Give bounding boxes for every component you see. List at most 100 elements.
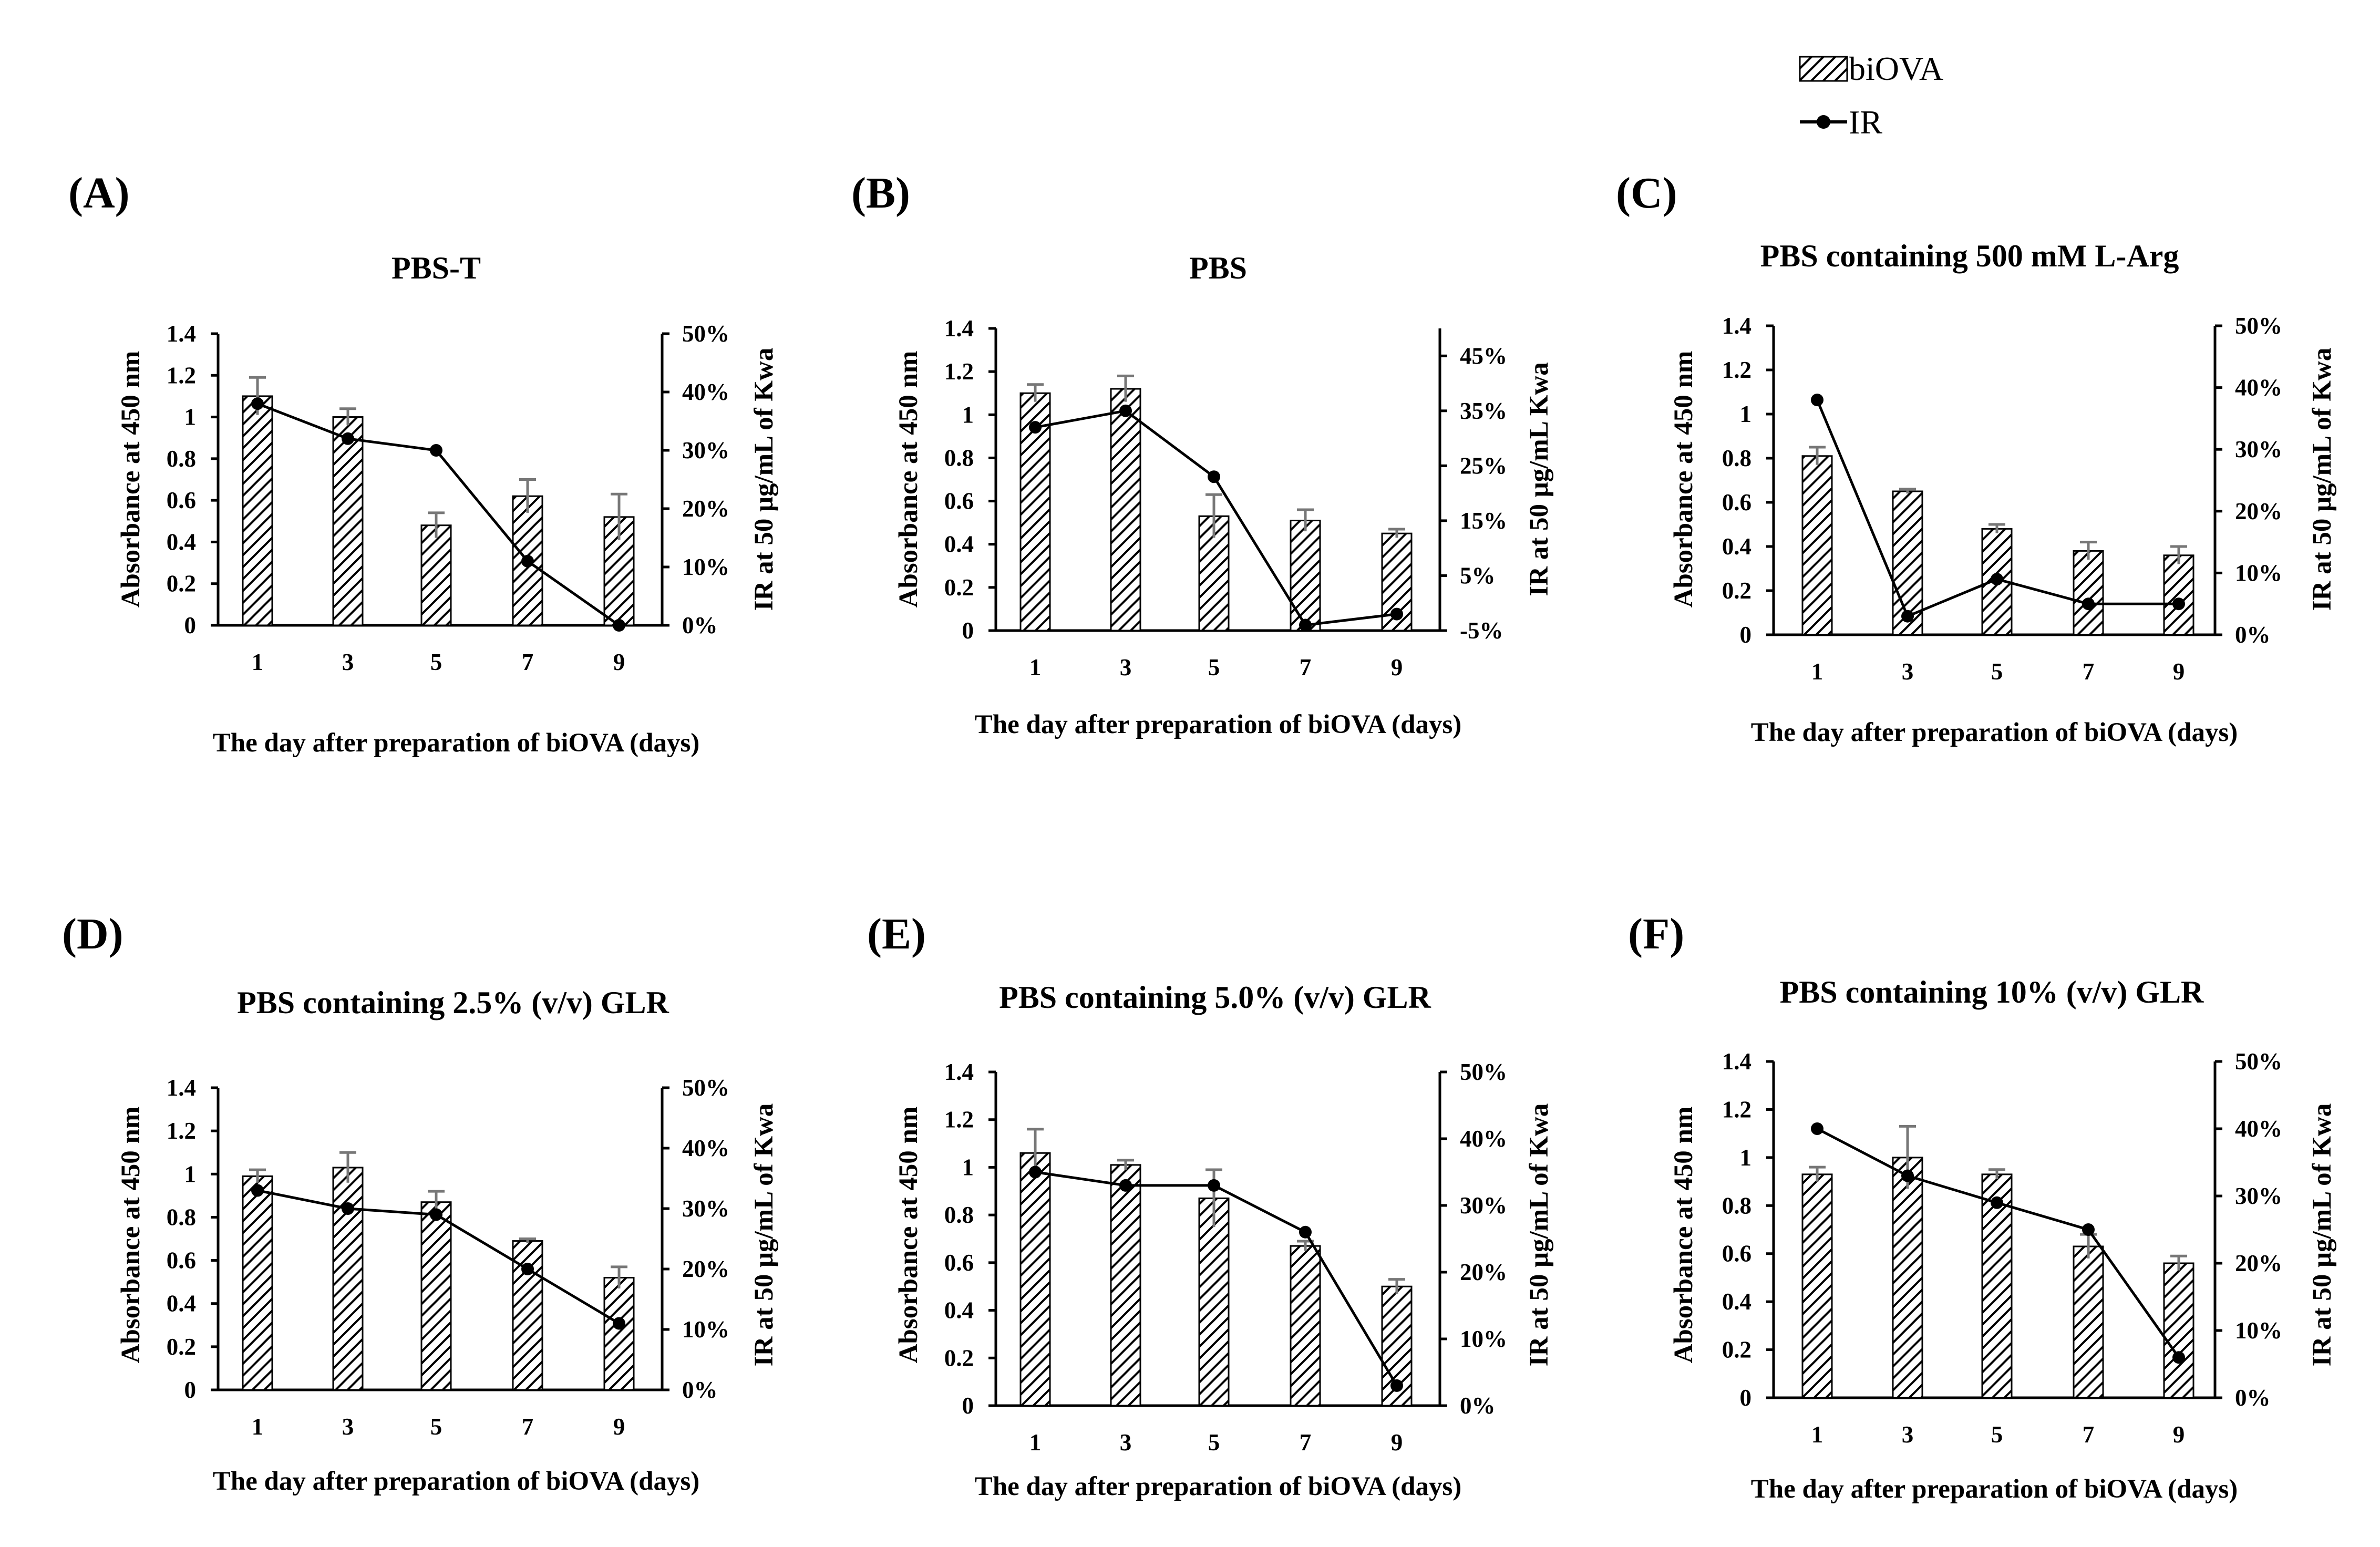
x-tick-label: 5: [430, 1414, 442, 1440]
ir-point: [251, 397, 264, 410]
legend-line-label: IR: [1849, 104, 1882, 141]
y-tick-label: 0.8: [944, 445, 974, 471]
y-axis-title: Absorbance at 450 nm: [894, 351, 923, 608]
chart-panel: (C) PBS containing 500 mM L-Arg 0 0.2 0.4 0.6…: [1616, 169, 2337, 747]
y2-tick-label: 40%: [1460, 1126, 1507, 1152]
y-tick-label: 0.4: [1722, 1288, 1751, 1315]
y-tick-label: 0.8: [1722, 445, 1751, 471]
ir-point: [2082, 597, 2095, 611]
x-tick-label: 1: [252, 649, 264, 675]
bar: [1110, 1164, 1141, 1407]
y2-axis-title: IR at 50 μg/mL Kwa: [1524, 362, 1554, 596]
ir-point: [613, 619, 625, 632]
bar: [1801, 1173, 1833, 1399]
ir-point: [1299, 618, 1312, 632]
x-axis-title: The day after preparation of biOVA (days…: [975, 710, 1462, 739]
y-tick-label: 0.6: [167, 487, 196, 513]
y-tick-label: 1: [184, 404, 197, 430]
bar: [1290, 520, 1321, 632]
y-tick-label: 0.2: [944, 1345, 974, 1371]
y2-tick-label: 20%: [682, 1256, 729, 1282]
ir-point: [1029, 1166, 1042, 1179]
legend-bar-label: biOVA: [1849, 50, 1943, 87]
ir-point: [1119, 1179, 1132, 1192]
ir-point: [1811, 394, 1823, 407]
y2-tick-label: 30%: [682, 1195, 729, 1222]
y-tick-label: 0: [962, 1393, 974, 1419]
chart-title: PBS containing 10% (v/v) GLR: [1780, 975, 2204, 1009]
x-axis-title: The day after preparation of biOVA (days…: [213, 728, 700, 758]
y-tick-label: 0: [184, 612, 197, 638]
y2-tick-label: 25%: [1460, 452, 1507, 479]
bar: [242, 1175, 273, 1391]
y2-tick-label: 15%: [1460, 508, 1507, 534]
chart-panel: (D) PBS containing 2.5% (v/v) GLR 0 0.2 0.4 0…: [62, 910, 779, 1496]
ir-point: [251, 1184, 264, 1197]
y2-tick-label: 40%: [682, 379, 729, 405]
y-tick-label: 0.6: [944, 488, 974, 514]
ir-point: [1811, 1122, 1823, 1135]
ir-point: [1390, 607, 1403, 621]
y-tick-label: 0.8: [944, 1202, 974, 1228]
y-tick-label: 0.2: [167, 1334, 196, 1360]
y2-tick-label: 10%: [682, 554, 729, 580]
panel-label: (F): [1628, 910, 1684, 958]
ir-point: [342, 1202, 354, 1215]
bar: [2163, 1262, 2194, 1399]
ir-point: [521, 554, 534, 568]
ir-point: [2172, 597, 2185, 611]
bar: [1290, 1245, 1321, 1407]
y-tick-label: 0.4: [167, 529, 196, 555]
panels: (A)PBS-T00.20.40.60.811.21.40%10%20%30%4…: [62, 169, 2337, 1504]
y-tick-label: 1: [184, 1161, 197, 1187]
y2-tick-label: 30%: [1460, 1192, 1507, 1219]
y-axis-title: Absorbance at 450 nm: [1669, 351, 1698, 608]
legend: biOVA IR: [1799, 50, 1943, 141]
y2-tick-label: 50%: [2235, 313, 2282, 339]
x-tick-label: 1: [1029, 654, 1042, 680]
ir-point: [1901, 1169, 1914, 1182]
ir-point: [1991, 573, 2003, 586]
chart-panel: (B) PBS 0 0.2 0.4 0.6 0.8 1 1.2 1.4 -5% 5% 15% 25% 35%…: [851, 169, 1554, 739]
chart-title: PBS containing 5.0% (v/v) GLR: [999, 980, 1431, 1015]
x-tick-label: 5: [1208, 1429, 1220, 1456]
x-tick-label: 9: [2173, 1421, 2185, 1448]
y-tick-label: 1.2: [167, 362, 196, 388]
x-tick-label: 9: [613, 649, 625, 675]
x-tick-label: 3: [1120, 1429, 1132, 1456]
y-tick-label: 0.2: [1722, 1337, 1751, 1363]
x-tick-label: 5: [430, 649, 442, 675]
y2-tick-label: 20%: [682, 496, 729, 522]
y2-tick-label: 40%: [2235, 1116, 2282, 1142]
y-tick-label: 1: [962, 401, 974, 428]
y2-tick-label: 20%: [2235, 1250, 2282, 1276]
y-tick-label: 0.4: [944, 531, 974, 558]
y-tick-label: 1: [1740, 401, 1752, 427]
y-axis-title: Absorbance at 450 nm: [1669, 1107, 1698, 1364]
y2-tick-label: 40%: [2235, 375, 2282, 401]
x-tick-label: 5: [1991, 1421, 2003, 1448]
bar: [1801, 455, 1833, 636]
y-tick-label: 0: [962, 617, 974, 644]
bar: [1892, 1157, 1923, 1399]
x-tick-label: 3: [342, 649, 354, 675]
x-tick-label: 5: [1991, 658, 2003, 685]
x-tick-label: 1: [1811, 658, 1823, 685]
y2-tick-label: 50%: [682, 321, 729, 347]
x-tick-label: 9: [613, 1414, 625, 1440]
y-tick-label: 1.2: [944, 358, 974, 385]
x-tick-label: 7: [522, 1414, 534, 1440]
y2-tick-label: 50%: [2235, 1048, 2282, 1075]
y-tick-label: 0.8: [167, 446, 196, 472]
y-tick-label: 0.2: [944, 574, 974, 601]
y-axis-title: Absorbance at 450 nm: [894, 1107, 923, 1364]
x-tick-label: 1: [252, 1414, 264, 1440]
ir-point: [521, 1263, 534, 1275]
panel-label: (C): [1616, 169, 1677, 218]
panel-label: (D): [62, 910, 123, 958]
y-tick-label: 0.6: [167, 1247, 196, 1274]
legend-bar-swatch: [1799, 56, 1848, 82]
ir-point: [430, 444, 442, 457]
y2-tick-label: 20%: [1460, 1259, 1507, 1285]
